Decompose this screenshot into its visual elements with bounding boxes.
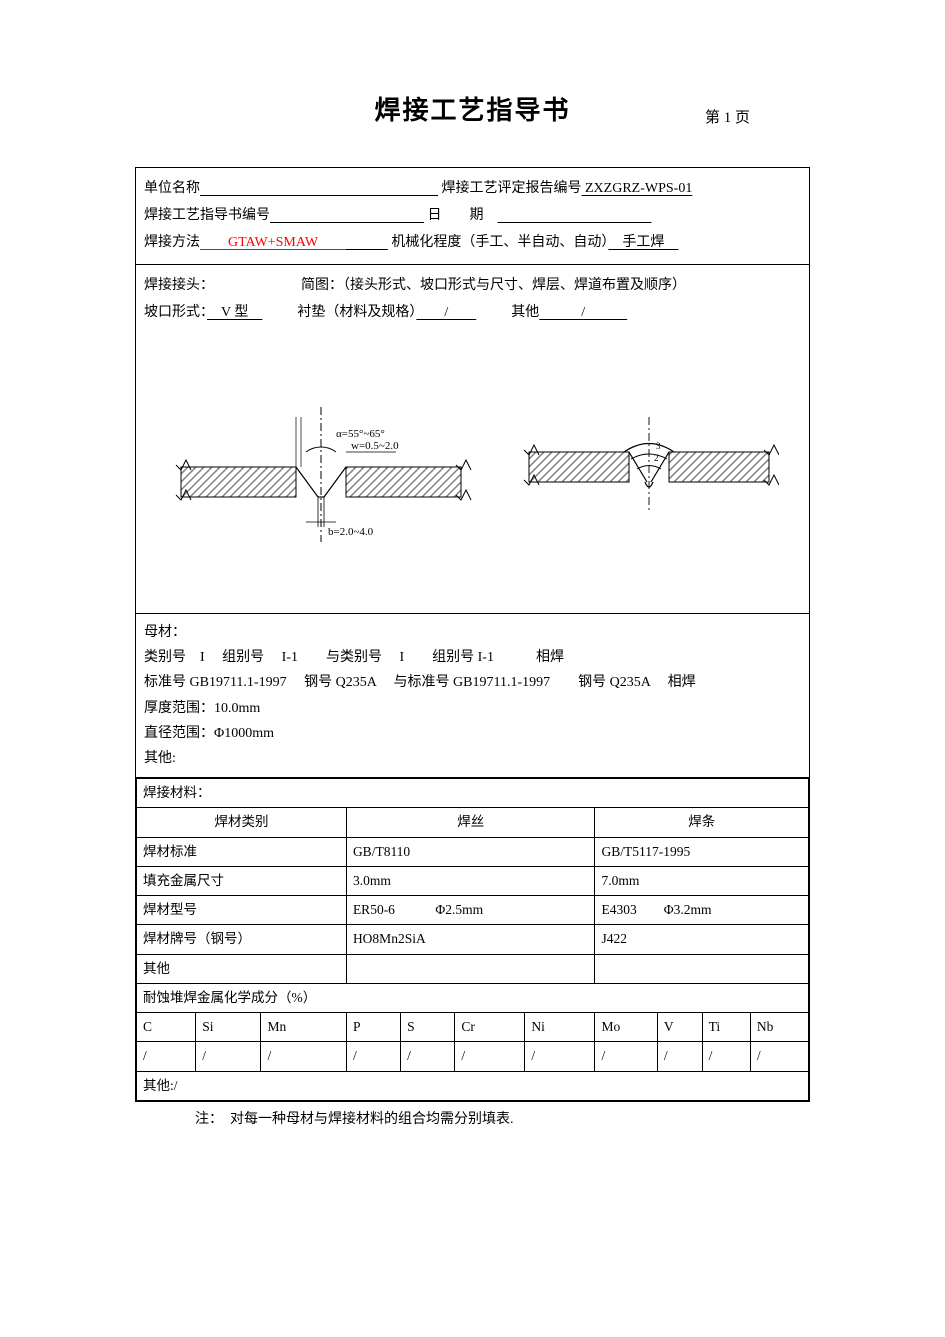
mat-hdr-1: 焊丝 bbox=[346, 808, 595, 837]
method-value: GTAW+SMAW bbox=[200, 235, 346, 250]
groove-value: V 型 bbox=[207, 305, 262, 320]
mat-row-c1 bbox=[346, 954, 595, 983]
mat-row-label: 焊材标准 bbox=[137, 837, 347, 866]
document-title: 焊接工艺指导书 bbox=[374, 90, 570, 127]
diagram-label: 简图：（接头形式、坡口形式与尺寸、焊层、焊道布置及顺序） bbox=[301, 278, 686, 293]
base-metal-thickness: 厚度范围：10.0mm bbox=[144, 696, 801, 721]
mat-hdr-2: 焊条 bbox=[595, 808, 809, 837]
base-metal-line1: 类别号 I 组别号 I-1 与类别号 I 组别号 I-1 相焊 bbox=[144, 645, 801, 670]
chem-value-row: / / / / / / / / / / / bbox=[137, 1042, 809, 1071]
chem-header-row: C Si Mn P S Cr Ni Mo V Ti Nb bbox=[137, 1013, 809, 1042]
date-label: 日 期 bbox=[428, 208, 484, 223]
backing-label: 衬垫（材料及规格） bbox=[297, 305, 416, 320]
chem-h: Ni bbox=[525, 1013, 595, 1042]
chem-h: C bbox=[137, 1013, 196, 1042]
chem-v: / bbox=[702, 1042, 750, 1071]
chem-h: Mo bbox=[595, 1013, 657, 1042]
joint-cell: 焊接接头： 简图：（接头形式、坡口形式与尺寸、焊层、焊道布置及顺序） 坡口形式：… bbox=[136, 264, 810, 613]
w-text: w=0.5~2.0 bbox=[351, 440, 399, 452]
chem-v: / bbox=[657, 1042, 702, 1071]
main-table: 单位名称 焊接工艺评定报告编号 ZXZGRZ-WPS-01 焊接工艺指导书编号 … bbox=[135, 167, 810, 1102]
title-row: 焊接工艺指导书 第 1 页 bbox=[135, 90, 810, 127]
mat-row-c2: 7.0mm bbox=[595, 866, 809, 895]
weld-material-cell: 焊接材料： 焊材类别 焊丝 焊条 焊材标准 GB/T8110 GB/T5117-… bbox=[136, 778, 810, 1102]
chem-h: V bbox=[657, 1013, 702, 1042]
groove-label: 坡口形式： bbox=[144, 305, 207, 320]
mech-label: 机械化程度（手工、半自动、自动） bbox=[391, 235, 608, 250]
base-metal-cell: 母材： 类别号 I 组别号 I-1 与类别号 I 组别号 I-1 相焊 标准号 … bbox=[136, 613, 810, 777]
chem-label: 耐蚀堆焊金属化学成分（%） bbox=[137, 983, 809, 1012]
weld-material-table: 焊接材料： 焊材类别 焊丝 焊条 焊材标准 GB/T8110 GB/T5117-… bbox=[136, 778, 809, 1101]
chem-h: Nb bbox=[750, 1013, 808, 1042]
mat-row-label: 其他 bbox=[137, 954, 347, 983]
chem-v: / bbox=[525, 1042, 595, 1071]
mat-row-c1: ER50-6 Φ2.5mm bbox=[346, 896, 595, 925]
svg-text:2: 2 bbox=[654, 453, 659, 463]
other-label: 其他 bbox=[511, 305, 539, 320]
mech-value: 手工焊 bbox=[608, 235, 678, 250]
chem-h: Ti bbox=[702, 1013, 750, 1042]
chem-v: / bbox=[196, 1042, 261, 1071]
svg-text:3: 3 bbox=[656, 441, 661, 451]
report-label: 焊接工艺评定报告编号 bbox=[442, 181, 582, 196]
chem-v: / bbox=[346, 1042, 400, 1071]
chem-v: / bbox=[261, 1042, 346, 1071]
chem-h: Si bbox=[196, 1013, 261, 1042]
mat-row-label: 焊材牌号（钢号） bbox=[137, 925, 347, 954]
joint-label: 焊接接头： bbox=[144, 278, 214, 293]
chem-other: 其他:/ bbox=[137, 1071, 809, 1100]
chem-v: / bbox=[750, 1042, 808, 1071]
chem-v: / bbox=[401, 1042, 455, 1071]
base-metal-diameter: 直径范围：Φ1000mm bbox=[144, 721, 801, 746]
other-value: / bbox=[539, 305, 627, 320]
base-metal-other: 其他: bbox=[144, 746, 801, 771]
weld-material-title: 焊接材料： bbox=[137, 779, 809, 808]
base-metal-title: 母材： bbox=[144, 620, 801, 645]
footnote: 注： 对每一种母材与焊接材料的组合均需分别填表. bbox=[135, 1108, 810, 1128]
unit-label: 单位名称 bbox=[144, 181, 200, 196]
mat-row-label: 焊材型号 bbox=[137, 896, 347, 925]
mat-row-c2: GB/T5117-1995 bbox=[595, 837, 809, 866]
mat-row-c2: J422 bbox=[595, 925, 809, 954]
mat-row-label: 填充金属尺寸 bbox=[137, 866, 347, 895]
page-number: 第 1 页 bbox=[705, 106, 750, 127]
chem-h: P bbox=[346, 1013, 400, 1042]
chem-h: Cr bbox=[455, 1013, 525, 1042]
groove-diagram-right: 3 2 bbox=[519, 397, 779, 537]
mat-row-c2: E4303 Φ3.2mm bbox=[595, 896, 809, 925]
backing-value: / bbox=[416, 305, 476, 320]
report-no: ZXZGRZ-WPS-01 bbox=[582, 181, 693, 196]
method-label: 焊接方法 bbox=[144, 235, 200, 250]
header-cell: 单位名称 焊接工艺评定报告编号 ZXZGRZ-WPS-01 焊接工艺指导书编号 … bbox=[136, 168, 810, 265]
joint-diagram: α=55°~65° w=0.5~2.0 b=2.0~4.0 bbox=[144, 327, 801, 607]
mat-row-c1: HO8Mn2SiA bbox=[346, 925, 595, 954]
mat-row-c1: GB/T8110 bbox=[346, 837, 595, 866]
groove-diagram-left: α=55°~65° w=0.5~2.0 b=2.0~4.0 bbox=[166, 377, 476, 557]
chem-h: Mn bbox=[261, 1013, 346, 1042]
base-metal-line2: 标准号 GB19711.1-1997 钢号 Q235A 与标准号 GB19711… bbox=[144, 670, 801, 695]
mat-row-c2 bbox=[595, 954, 809, 983]
mat-row-c1: 3.0mm bbox=[346, 866, 595, 895]
mat-hdr-0: 焊材类别 bbox=[137, 808, 347, 837]
chem-h: S bbox=[401, 1013, 455, 1042]
angle-text: α=55°~65° bbox=[336, 428, 385, 440]
chem-v: / bbox=[137, 1042, 196, 1071]
chem-v: / bbox=[455, 1042, 525, 1071]
b-text: b=2.0~4.0 bbox=[328, 526, 374, 538]
wps-no-label: 焊接工艺指导书编号 bbox=[144, 208, 270, 223]
chem-v: / bbox=[595, 1042, 657, 1071]
